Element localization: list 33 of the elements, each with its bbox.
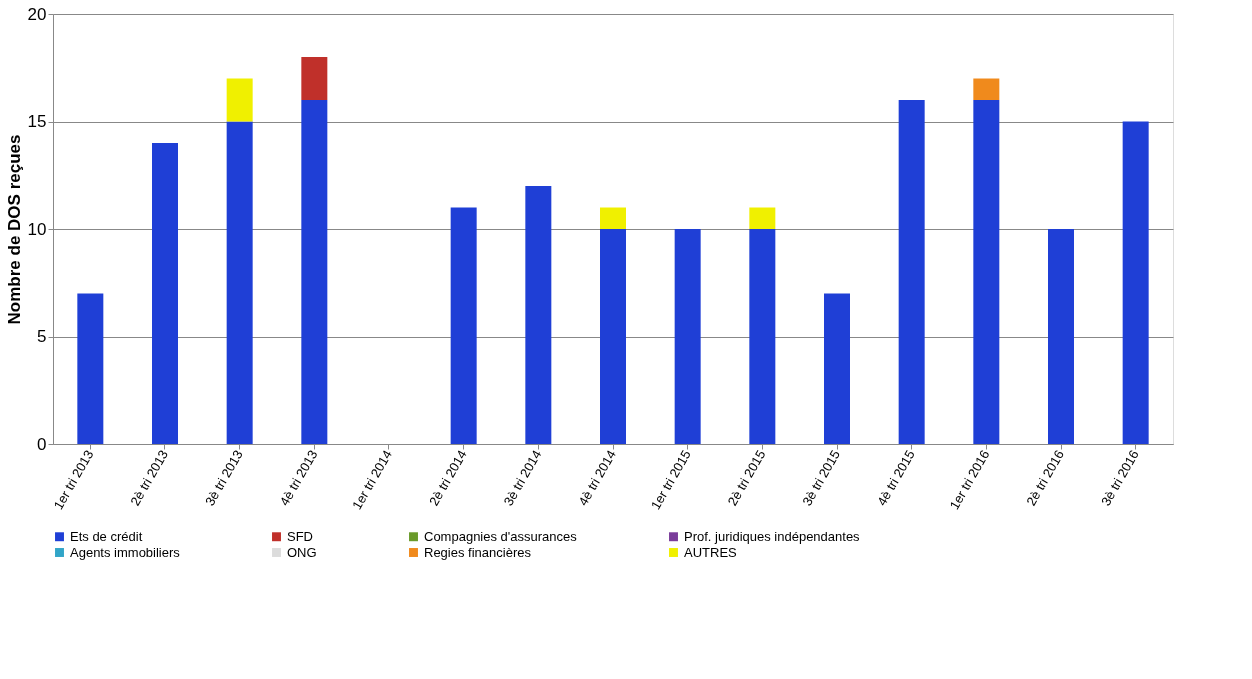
y-axis-title: Nombre de DOS reçues [4,134,24,325]
bar [301,100,328,444]
bar [77,293,104,444]
bar [824,293,850,444]
y-tick-label: 20 [27,4,47,24]
legend-label: Agents immobiliers [70,544,181,560]
bar [1048,229,1074,444]
bar [301,57,328,100]
bar [226,121,253,444]
y-tick-label: 0 [37,434,47,454]
legend-label: AUTRES [684,544,738,560]
y-tick-label: 15 [27,112,47,131]
bar [749,229,776,444]
bar [152,143,178,444]
bar [600,207,626,229]
bar [973,100,1000,444]
bar [226,78,253,122]
bar [1122,121,1149,444]
bar [898,100,925,444]
legend-label: SFD [287,528,313,544]
y-tick-label: 5 [37,327,47,346]
legend-label: Ets de crédit [70,528,143,544]
legend-label: Regies financières [424,544,532,560]
bar [973,78,1000,100]
legend-label: Prof. juridiques indépendantes [684,528,861,544]
y-tick-label: 10 [27,219,47,239]
bar [749,207,776,229]
bar [525,186,552,444]
legend-label: Compagnies d'assurances [424,528,578,544]
bar [600,229,626,444]
bar [674,229,701,444]
bar [450,207,477,444]
legend-label: ONG [287,544,317,560]
